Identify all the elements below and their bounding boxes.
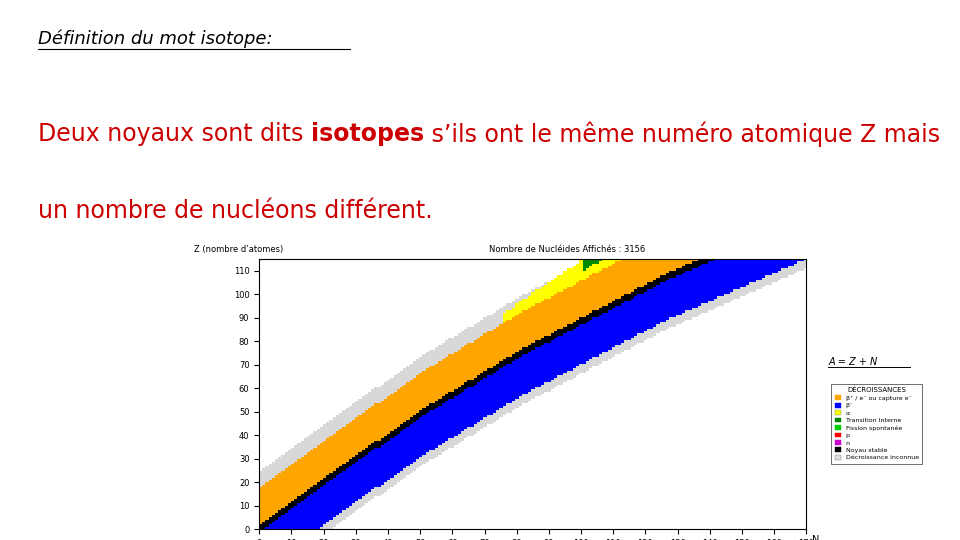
Text: isotopes: isotopes bbox=[311, 122, 424, 145]
Text: un nombre de nucléons différent.: un nombre de nucléons différent. bbox=[38, 199, 433, 223]
Text: Z (nombre d’atomes): Z (nombre d’atomes) bbox=[194, 245, 283, 254]
Text: Deux noyaux sont dits: Deux noyaux sont dits bbox=[38, 122, 311, 145]
Legend: β⁺ / e⁻ ou capture e⁻, β⁻, α, Transition Interne, Fission spontanée, p, n, Noyau: β⁺ / e⁻ ou capture e⁻, β⁻, α, Transition… bbox=[831, 384, 922, 463]
Text: N: N bbox=[812, 535, 819, 540]
Text: Définition du mot isotope:: Définition du mot isotope: bbox=[38, 29, 273, 48]
Text: s’ils ont le même numéro atomique Z mais: s’ils ont le même numéro atomique Z mais bbox=[424, 122, 941, 147]
Text: Nombre de Nucléides Affichés : 3156: Nombre de Nucléides Affichés : 3156 bbox=[489, 245, 645, 254]
Text: A = Z + N: A = Z + N bbox=[828, 357, 877, 367]
